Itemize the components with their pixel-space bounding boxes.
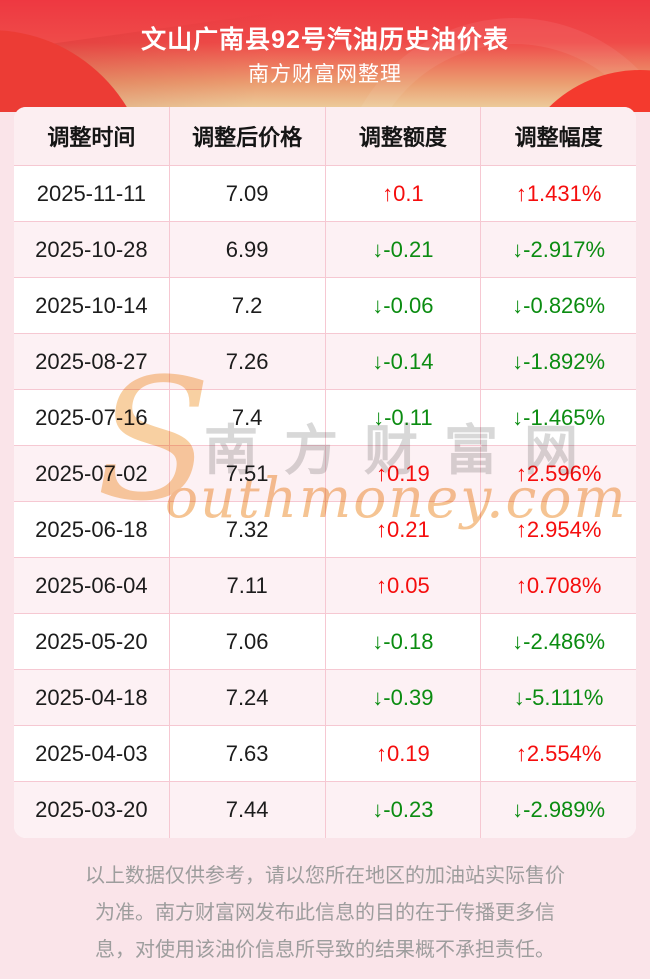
cell-change: ↑0.19 bbox=[326, 726, 482, 781]
cell-percent: ↑2.954% bbox=[515, 516, 602, 542]
cell-date: 2025-10-14 bbox=[14, 278, 170, 333]
cell-change: ↓-0.18 bbox=[326, 614, 482, 669]
table-row: 2025-07-02 7.51 ↑0.19 ↑2.596% bbox=[14, 446, 636, 502]
table-header-row: 调整时间 调整后价格 调整额度 调整幅度 bbox=[14, 107, 636, 166]
cell-percent: ↓-1.465% bbox=[512, 404, 606, 430]
cell-change: ↓-0.14 bbox=[326, 334, 482, 389]
page-title: 文山广南县92号汽油历史油价表 bbox=[141, 26, 509, 54]
cell-change: ↑0.21 bbox=[326, 502, 482, 557]
cell-date: 2025-10-28 bbox=[14, 222, 170, 277]
table-row: 2025-03-20 7.44 ↓-0.23 ↓-2.989% bbox=[14, 782, 636, 838]
disclaimer-line: 为准。南方财富网发布此信息的目的在于传播更多信 bbox=[95, 902, 555, 924]
disclaimer-line: 息，对使用该油价信息所导致的结果概不承担责任。 bbox=[95, 939, 555, 961]
cell-price: 7.4 bbox=[170, 390, 326, 445]
table-row: 2025-04-03 7.63 ↑0.19 ↑2.554% bbox=[14, 726, 636, 782]
cell-change: ↓-0.21 bbox=[326, 222, 482, 277]
table-row: 2025-11-11 7.09 ↑0.1 ↑1.431% bbox=[14, 166, 636, 222]
cell-date: 2025-07-16 bbox=[14, 390, 170, 445]
price-table: 调整时间 调整后价格 调整额度 调整幅度 2025-11-11 7.09 ↑0.1 ↑… bbox=[14, 107, 636, 838]
cell-percent: ↓-0.826% bbox=[512, 292, 606, 318]
table-row: 2025-04-18 7.24 ↓-0.39 ↓-5.111% bbox=[14, 670, 636, 726]
cell-change: ↓-0.23 bbox=[326, 782, 482, 838]
cell-percent: ↓-1.892% bbox=[512, 348, 606, 374]
cell-price: 7.63 bbox=[170, 726, 326, 781]
cell-change: ↓-0.11 bbox=[326, 390, 482, 445]
cell-price: 7.26 bbox=[170, 334, 326, 389]
cell-price: 7.24 bbox=[170, 670, 326, 725]
column-header-change: 调整额度 bbox=[326, 107, 482, 165]
cell-price: 6.99 bbox=[170, 222, 326, 277]
cell-date: 2025-04-03 bbox=[14, 726, 170, 781]
cell-percent: ↓-2.989% bbox=[512, 797, 606, 822]
cell-price: 7.06 bbox=[170, 614, 326, 669]
cell-date: 2025-03-20 bbox=[14, 782, 170, 838]
page-subtitle: 南方财富网整理 bbox=[248, 63, 402, 86]
table-row: 2025-08-27 7.26 ↓-0.14 ↓-1.892% bbox=[14, 334, 636, 390]
table-rows: 2025-11-11 7.09 ↑0.1 ↑1.431% 2025-10-28 6.99 ↓… bbox=[14, 166, 636, 838]
cell-price: 7.51 bbox=[170, 446, 326, 501]
cell-percent: ↓-2.917% bbox=[512, 236, 606, 262]
cell-percent: ↑0.708% bbox=[515, 572, 602, 598]
cell-price: 7.44 bbox=[170, 782, 326, 838]
cell-percent: ↑2.596% bbox=[515, 460, 602, 486]
table-row: 2025-06-04 7.11 ↑0.05 ↑0.708% bbox=[14, 558, 636, 614]
table-row: 2025-07-16 7.4 ↓-0.11 ↓-1.465% bbox=[14, 390, 636, 446]
cell-percent: ↓-5.111% bbox=[513, 684, 604, 710]
cell-date: 2025-04-18 bbox=[14, 670, 170, 725]
cell-percent: ↑1.431% bbox=[515, 180, 602, 206]
table-row: 2025-10-28 6.99 ↓-0.21 ↓-2.917% bbox=[14, 222, 636, 278]
cell-change: ↓-0.06 bbox=[326, 278, 482, 333]
cell-change: ↓-0.39 bbox=[326, 670, 482, 725]
cell-price: 7.09 bbox=[170, 166, 326, 221]
cell-price: 7.32 bbox=[170, 502, 326, 557]
cell-price: 7.2 bbox=[170, 278, 326, 333]
disclaimer-line: 以上数据仅供参考，请以您所在地区的加油站实际售价 bbox=[85, 865, 565, 887]
cell-percent: ↓-2.486% bbox=[512, 628, 606, 654]
table-row: 2025-06-18 7.32 ↑0.21 ↑2.954% bbox=[14, 502, 636, 558]
table-row: 2025-05-20 7.06 ↓-0.18 ↓-2.486% bbox=[14, 614, 636, 670]
table-row: 2025-10-14 7.2 ↓-0.06 ↓-0.826% bbox=[14, 278, 636, 334]
cell-price: 7.11 bbox=[170, 558, 326, 613]
column-header-date: 调整时间 bbox=[14, 107, 170, 165]
cell-date: 2025-06-18 bbox=[14, 502, 170, 557]
cell-date: 2025-05-20 bbox=[14, 614, 170, 669]
cell-date: 2025-08-27 bbox=[14, 334, 170, 389]
cell-percent: ↑2.554% bbox=[515, 740, 602, 766]
cell-change: ↑0.19 bbox=[326, 446, 482, 501]
cell-date: 2025-06-04 bbox=[14, 558, 170, 613]
cell-change: ↑0.05 bbox=[326, 558, 482, 613]
cell-date: 2025-07-02 bbox=[14, 446, 170, 501]
column-header-percent: 调整幅度 bbox=[514, 125, 603, 150]
cell-change: ↑0.1 bbox=[326, 166, 482, 221]
header-banner: 文山广南县92号汽油历史油价表 南方财富网整理 bbox=[0, 0, 650, 112]
cell-date: 2025-11-11 bbox=[14, 166, 170, 221]
column-header-price: 调整后价格 bbox=[170, 107, 326, 165]
disclaimer: 以上数据仅供参考，请以您所在地区的加油站实际售价 为准。南方财富网发布此信息的目… bbox=[0, 858, 650, 969]
